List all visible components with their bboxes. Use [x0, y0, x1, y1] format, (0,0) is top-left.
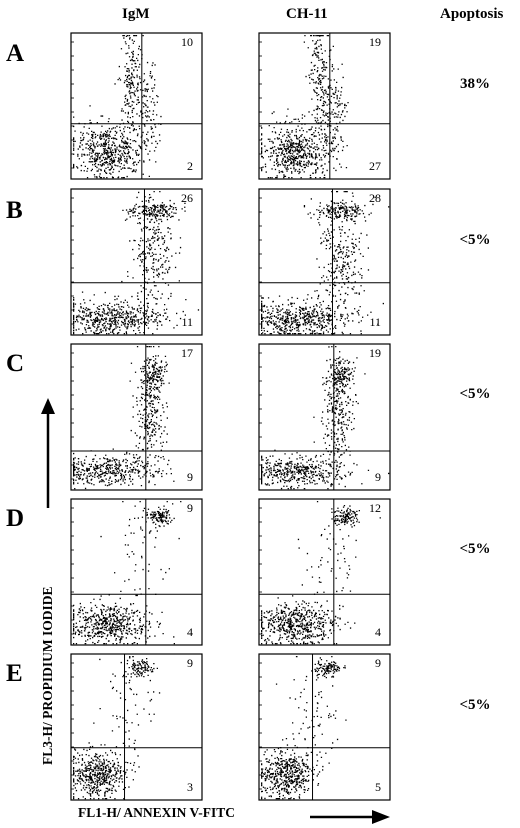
- y-axis-label: FL3-H/ PROPIDIUM IODIDE: [40, 586, 55, 766]
- plot-frame: [70, 32, 203, 180]
- event-dots: [261, 656, 347, 800]
- event-dots: [261, 191, 390, 335]
- x-axis-label: FL1-H/ ANNEXIN V-FITC: [78, 805, 236, 820]
- scatter-a-igm: [70, 32, 203, 180]
- scatter-e-ch11: [258, 653, 391, 801]
- quadrant-lower-right-value: 27: [369, 159, 381, 173]
- apoptosis-value-d: <5%: [459, 541, 491, 557]
- event-dots: [73, 35, 162, 179]
- y-axis-arrow-icon: [41, 398, 55, 508]
- quadrant-upper-right-value: 9: [375, 656, 381, 670]
- flow-plot-c-igm: 17 9: [70, 343, 203, 491]
- plot-frame: [258, 498, 391, 646]
- plot-frame: [70, 653, 203, 801]
- scatter-b-ch11: [258, 188, 391, 336]
- quadrant-lower-right-value: 11: [181, 315, 193, 329]
- quadrant-lower-right-value: 11: [369, 315, 381, 329]
- plot-frame: [258, 653, 391, 801]
- quadrant-upper-right-value: 10: [181, 35, 193, 49]
- plot-frame: [258, 32, 391, 180]
- scatter-c-igm: [70, 343, 203, 491]
- quadrant-lower-right-value: 9: [375, 470, 381, 484]
- event-dots: [261, 501, 381, 645]
- quadrant-lower-right-value: 2: [187, 159, 193, 173]
- quadrant-upper-right-value: 9: [187, 656, 193, 670]
- quadrant-lower-right-value: 5: [375, 780, 381, 794]
- scatter-e-igm: [70, 653, 203, 801]
- quadrant-lower-right-value: 9: [187, 470, 193, 484]
- scatter-d-ch11: [258, 498, 391, 646]
- plot-frame: [258, 343, 391, 491]
- event-dots: [73, 656, 161, 800]
- apoptosis-value-a: 38%: [460, 76, 490, 92]
- event-dots: [261, 346, 390, 490]
- quadrant-upper-right-value: 9: [187, 501, 193, 515]
- flow-plot-d-ch11: 12 4: [258, 498, 391, 646]
- flow-plot-d-igm: 9 4: [70, 498, 203, 646]
- row-label-c: C: [6, 350, 25, 377]
- quadrant-upper-right-value: 28: [369, 191, 381, 205]
- flow-plot-b-igm: 26 11: [70, 188, 203, 336]
- scatter-c-ch11: [258, 343, 391, 491]
- plot-frame: [70, 188, 203, 336]
- flow-plot-e-ch11: 9 5: [258, 653, 391, 801]
- quadrant-lower-right-value: 4: [375, 625, 381, 639]
- column-header-ch11: CH-11: [286, 6, 328, 22]
- scatter-d-igm: [70, 498, 203, 646]
- quadrant-upper-right-value: 12: [369, 501, 381, 515]
- quadrant-upper-right-value: 17: [181, 346, 193, 360]
- apoptosis-value-c: <5%: [459, 386, 491, 402]
- row-label-d: D: [6, 505, 25, 532]
- row-label-e: E: [6, 660, 23, 687]
- x-axis-arrow-icon: [310, 810, 390, 824]
- quadrant-upper-right-value: 19: [369, 346, 381, 360]
- row-label-a: A: [6, 40, 25, 67]
- apoptosis-value-b: <5%: [459, 232, 491, 248]
- flow-plot-e-igm: 9 3: [70, 653, 203, 801]
- scatter-a-ch11: [258, 32, 391, 180]
- event-dots: [261, 35, 349, 179]
- scatter-b-igm: [70, 188, 203, 336]
- column-header-apoptosis: Apoptosis: [440, 6, 504, 22]
- flow-plot-a-igm: 10 2: [70, 32, 203, 180]
- quadrant-lower-right-value: 3: [187, 780, 193, 794]
- quadrant-lower-right-value: 4: [187, 625, 193, 639]
- plot-frame: [70, 343, 203, 491]
- flow-plot-a-ch11: 19 27: [258, 32, 391, 180]
- event-dots: [73, 346, 175, 490]
- flow-plot-b-ch11: 28 11: [258, 188, 391, 336]
- quadrant-upper-right-value: 26: [181, 191, 193, 205]
- plot-frame: [258, 188, 391, 336]
- event-dots: [73, 191, 200, 335]
- plot-frame: [70, 498, 203, 646]
- event-dots: [73, 501, 182, 645]
- column-header-igm: IgM: [122, 6, 150, 22]
- row-label-b: B: [6, 197, 23, 224]
- quadrant-upper-right-value: 19: [369, 35, 381, 49]
- flow-plot-c-ch11: 19 9: [258, 343, 391, 491]
- apoptosis-value-e: <5%: [459, 697, 491, 713]
